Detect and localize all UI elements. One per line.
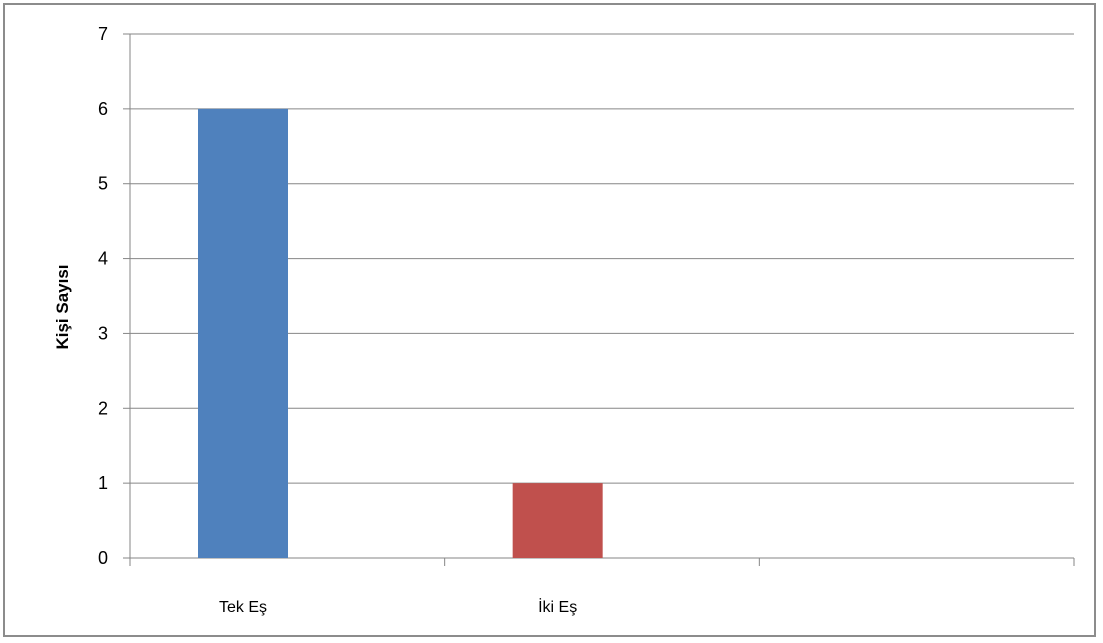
y-tick-label: 4 (98, 249, 108, 269)
y-tick-label: 7 (98, 24, 108, 44)
y-tick-label: 3 (98, 323, 108, 343)
category-label: Tek Eş (219, 599, 267, 616)
y-tick-label: 2 (98, 398, 108, 418)
y-tick-label: 0 (98, 548, 108, 568)
x-ticks (129, 558, 1075, 566)
y-tick-label: 1 (98, 473, 108, 493)
category-labels: Tek Eş İki Eş (219, 597, 577, 616)
category-label: İki Eş (538, 597, 577, 616)
bars (198, 108, 603, 558)
y-tick-label: 5 (98, 174, 108, 194)
y-tick-label: 6 (98, 99, 108, 119)
bar (512, 483, 603, 558)
bar (198, 108, 288, 558)
y-ticks: 0 1 2 3 4 5 6 7 (98, 24, 130, 568)
y-axis-label: Kişi Sayısı (53, 264, 72, 349)
